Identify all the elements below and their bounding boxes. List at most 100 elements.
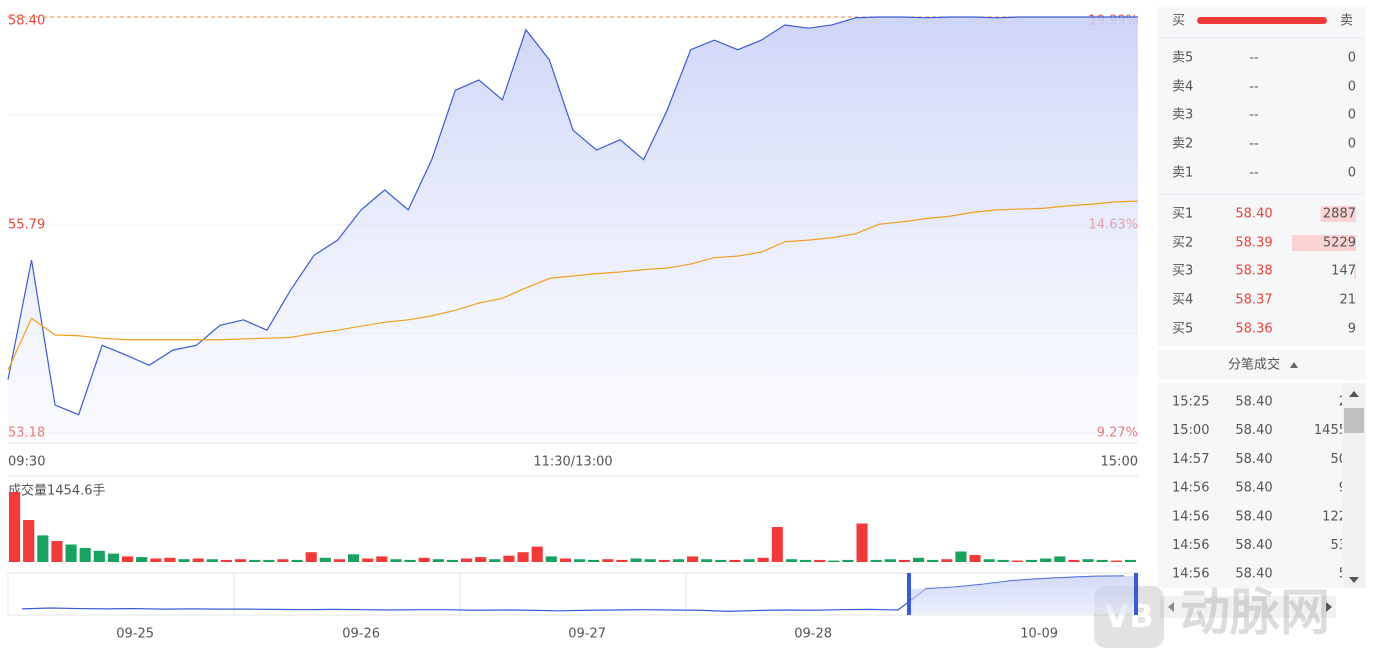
volume-bar xyxy=(814,559,826,562)
volume-bar xyxy=(305,552,317,562)
volume-bar xyxy=(446,559,458,562)
x-tick-label: 15:00 xyxy=(1101,455,1138,470)
volume-bar xyxy=(235,559,247,562)
level-label: 卖2 xyxy=(1172,137,1193,152)
volume-bar xyxy=(531,546,543,562)
trade-volume: 122 xyxy=(1322,509,1347,524)
volume-depth-bar xyxy=(1292,235,1356,251)
volume-bar xyxy=(263,559,275,562)
trades-panel xyxy=(1158,383,1366,588)
sort-icon[interactable] xyxy=(1290,362,1298,368)
navigator-handle[interactable] xyxy=(907,573,911,615)
x-tick-label: 09:30 xyxy=(8,455,45,470)
volume-bar xyxy=(983,559,995,562)
trade-time: 15:00 xyxy=(1172,423,1209,438)
scrollbar-thumb[interactable] xyxy=(1344,408,1364,433)
volume-bar xyxy=(757,557,769,562)
h-scrollbar[interactable] xyxy=(1160,596,1336,618)
volume-bar xyxy=(503,555,515,562)
price-area xyxy=(8,17,1138,443)
volume-bar xyxy=(927,559,939,562)
volume-bar xyxy=(870,559,882,562)
level-price: 58.40 xyxy=(1235,207,1272,222)
volume-bar xyxy=(432,559,444,562)
trades-header[interactable] xyxy=(1158,350,1366,380)
volume-bar xyxy=(687,556,699,562)
volume-bar xyxy=(1026,559,1038,562)
volume-bar xyxy=(856,523,868,562)
level-label: 卖1 xyxy=(1172,166,1193,181)
volume-bar xyxy=(1124,559,1136,562)
volume-bar xyxy=(1096,559,1108,562)
volume-bar xyxy=(348,554,360,562)
volume-bar xyxy=(23,520,35,562)
level-price: -- xyxy=(1249,166,1259,181)
scroll-down[interactable] xyxy=(1349,577,1359,583)
volume-bar xyxy=(319,557,331,562)
trade-time: 14:56 xyxy=(1172,509,1209,524)
buy-sell-ratio-bar xyxy=(1197,17,1327,24)
scrollbar-track[interactable] xyxy=(1343,383,1365,588)
level-label: 买1 xyxy=(1172,207,1193,222)
trade-time: 14:56 xyxy=(1172,538,1209,553)
navigator-handle[interactable] xyxy=(1134,573,1138,615)
volume-bar xyxy=(559,558,571,562)
level-label: 卖3 xyxy=(1172,108,1193,123)
trade-volume: 2 xyxy=(1339,395,1347,410)
level-price: 58.37 xyxy=(1235,293,1272,308)
trade-time: 14:56 xyxy=(1172,567,1209,582)
trade-price: 58.40 xyxy=(1235,452,1272,467)
trade-volume: 9 xyxy=(1339,481,1347,496)
x-tick-label: 11:30/13:00 xyxy=(533,455,612,470)
level-label: 买4 xyxy=(1172,293,1193,308)
scroll-up[interactable] xyxy=(1349,391,1359,397)
volume-bar xyxy=(37,535,49,562)
volume-bar xyxy=(658,559,670,562)
x-tick-label: 09-25 xyxy=(116,627,154,642)
volume-bar xyxy=(192,558,204,562)
volume-depth-bar xyxy=(1320,206,1356,222)
level-volume: 0 xyxy=(1348,166,1356,181)
volume-bar xyxy=(1082,559,1094,562)
order-book-panel xyxy=(1158,6,1366,346)
y-tick-label: 55.79 xyxy=(8,218,45,233)
volume-bar xyxy=(898,559,910,562)
volume-bar xyxy=(79,548,91,562)
level-price: -- xyxy=(1249,137,1259,152)
trade-price: 58.40 xyxy=(1235,481,1272,496)
trade-price: 58.40 xyxy=(1235,395,1272,410)
trades-title: 分笔成交 xyxy=(1228,357,1280,373)
scroll-left[interactable] xyxy=(1168,602,1174,612)
level-price: 58.39 xyxy=(1235,236,1272,251)
volume-bar xyxy=(800,559,812,562)
trade-volume: 53 xyxy=(1330,538,1347,553)
volume-bar xyxy=(164,557,176,562)
volume-bar xyxy=(404,559,416,562)
level-volume: 5229 xyxy=(1323,236,1356,251)
volume-depth-bar xyxy=(1354,263,1356,279)
series-line xyxy=(22,575,1124,612)
volume-bar xyxy=(220,559,232,562)
volume-bar xyxy=(1068,559,1080,562)
x-tick-label: 10-09 xyxy=(1020,627,1058,642)
volume-bar xyxy=(362,558,374,562)
volume-bar xyxy=(842,559,854,562)
volume-bar xyxy=(997,559,1009,562)
scroll-right[interactable] xyxy=(1326,602,1332,612)
level-volume: 0 xyxy=(1348,137,1356,152)
level-label: 买5 xyxy=(1172,322,1193,337)
level-volume: 21 xyxy=(1339,293,1356,308)
volume-bar xyxy=(1054,556,1066,562)
volume-bar xyxy=(206,559,218,562)
volume-bar xyxy=(588,559,600,562)
x-tick-label: 09-26 xyxy=(342,627,380,642)
volume-bar xyxy=(602,559,614,562)
volume-bar xyxy=(93,550,105,562)
trade-volume: 1455 xyxy=(1314,423,1347,438)
volume-title: 成交量1454.6手 xyxy=(8,483,106,499)
volume-bar xyxy=(955,551,967,562)
volume-bar xyxy=(418,557,430,562)
level-volume: 9 xyxy=(1348,322,1356,337)
level-volume: 2887 xyxy=(1323,207,1356,222)
